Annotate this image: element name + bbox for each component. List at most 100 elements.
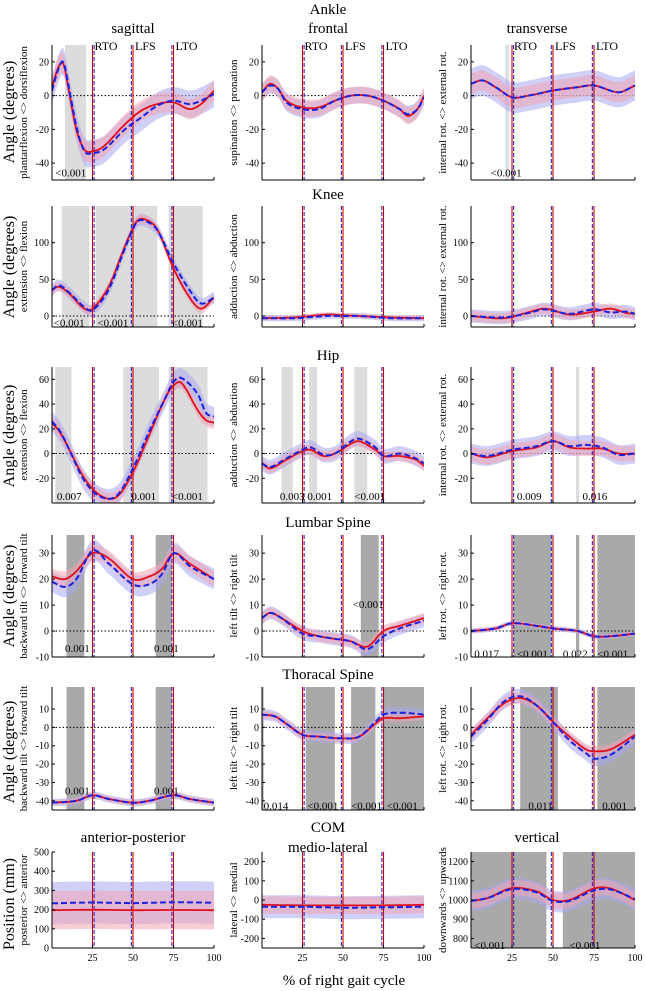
y-tick-label: 30 [249, 549, 259, 560]
y-tick-label: 20 [249, 424, 259, 435]
panel-knee-middle: 0 50 100 adduction <> abduction [228, 206, 425, 328]
significance-shade [308, 367, 318, 503]
p-value-label: <0.001 [517, 648, 548, 660]
panel-plot-area [471, 45, 635, 180]
y-tick-label: -20 [455, 125, 468, 136]
y-tick-label: 0 [463, 312, 468, 323]
column-title-anterior-posterior: anterior-posterior [81, 830, 186, 846]
y-tick-label: -20 [455, 760, 468, 771]
y-tick-label: -10 [36, 653, 49, 664]
y-tick-label: -20 [246, 474, 259, 485]
y-tick-label: 20 [458, 424, 468, 435]
blue-mean-line [471, 622, 635, 638]
significance-shade [383, 687, 424, 810]
blue-mean-line [52, 376, 214, 500]
p-value-label: <0.001 [353, 599, 384, 611]
y-tick-label: -200 [241, 934, 259, 945]
panel-hip-left: -20 0 20 40 60 0.007 0.001 <0.001 extension <> f… [18, 367, 215, 504]
event-label-lto: LTO [596, 39, 618, 53]
panel-plot-area [262, 535, 424, 657]
panel-axis-sublabel: posterior <> anterior [18, 854, 30, 946]
y-tick-label: 40 [249, 400, 259, 411]
y-tick-label: -30 [36, 778, 49, 789]
x-tick-label: 100 [417, 953, 432, 964]
y-tick-label: 50 [458, 275, 468, 286]
y-tick-label: -10 [36, 741, 49, 752]
significance-shade [305, 687, 335, 810]
y-tick-label: 10 [458, 601, 468, 612]
blue-mean-line [471, 887, 635, 903]
x-tick-label: 75 [589, 953, 599, 964]
column-title-transverse: transverse [507, 21, 568, 37]
column-title-frontal: frontal [308, 21, 348, 37]
p-value-label: <0.001 [354, 491, 385, 503]
panel-ankle-middle: -40 -20 0 20 RTO LFS LTO supination <> pronatio… [228, 39, 425, 181]
y-tick-label: 0 [44, 627, 49, 638]
panel-axis-sublabel: downwards <> upwards [437, 847, 449, 953]
panel-axis-sublabel: left tilt <> right tilt [228, 554, 240, 637]
panel-knee-right: 0 50 100 internal rot. <> external rot. [437, 205, 636, 328]
p-value-label: <0.001 [54, 317, 85, 329]
blue-mean-line [52, 218, 214, 312]
event-label-rto: RTO [305, 39, 328, 53]
panel-axis-sublabel: extension <> flexion [18, 220, 30, 312]
y-tick-label: 0 [254, 723, 259, 734]
p-value-label: <0.001 [97, 317, 128, 329]
y-tick-label: -30 [455, 778, 468, 789]
y-tick-label: 40 [458, 400, 468, 411]
panel-thoracal-spine-left: -40 -30 -20 -10 0 10 0.001 0.001 backward tilt <… [18, 686, 215, 811]
x-tick-label: 25 [298, 953, 308, 964]
y-tick-label: -40 [455, 159, 468, 170]
significance-shade [66, 535, 85, 657]
panel-ankle-right: -40 -20 0 20 RTO LFS LTO <0.001 internal rot. <>… [437, 39, 636, 181]
panel-axis-sublabel: backward tilt <> forward tilt [18, 686, 30, 811]
event-label-lto: LTO [386, 39, 408, 53]
x-tick-label: 50 [338, 953, 348, 964]
y-tick-label: 0 [463, 91, 468, 102]
y-tick-label: 0 [254, 312, 259, 323]
x-tick-label: 50 [128, 953, 138, 964]
panel-plot-area [52, 852, 214, 948]
blue-mean-line [262, 84, 424, 116]
ylabel-knee: Angle (degrees) [1, 216, 18, 319]
blue-mean-line [262, 437, 424, 469]
event-label-rto: RTO [95, 39, 118, 53]
blue-mean-line [471, 79, 635, 99]
y-tick-label: 1100 [448, 876, 468, 887]
x-tick-label: 50 [548, 953, 558, 964]
y-tick-label: 10 [39, 705, 49, 716]
p-value-label: <0.001 [307, 800, 338, 812]
blue-mean-line [262, 314, 424, 320]
y-tick-label: 0 [463, 627, 468, 638]
p-value-label: 0.011 [528, 800, 552, 812]
panel-plot-area [52, 535, 214, 657]
x-tick-label: 75 [169, 953, 179, 964]
panel-knee-left: 0 50 100 <0.001 <0.001 <0.001 extension <> fle… [18, 206, 215, 329]
event-label-lfs: LFS [345, 39, 366, 53]
panel-plot-area [52, 206, 214, 327]
panel-axis-sublabel: left rot. <> right rot. [437, 704, 449, 793]
y-tick-label: 0 [44, 723, 49, 734]
significance-shade [281, 367, 293, 503]
y-tick-label: 100 [244, 238, 259, 249]
panel-hip-right: -20 0 20 40 60 0.009 0.016 internal rot. <> ext… [437, 367, 636, 504]
p-value-label: <0.001 [597, 648, 628, 660]
panel-plot-area [471, 535, 635, 657]
red-mean-line [262, 903, 424, 907]
panel-lumbar-spine-middle: -10 0 10 20 30 <0.001 left tilt <> right tilt [228, 535, 425, 664]
y-tick-label: 1200 [448, 857, 468, 868]
significance-shade [262, 687, 264, 810]
significance-shade [66, 687, 85, 810]
red-mean-line [52, 551, 214, 581]
row-title-com: COM [311, 820, 345, 836]
y-tick-label: 200 [34, 905, 49, 916]
y-tick-label: -20 [36, 760, 49, 771]
x-axis-label: % of right gait cycle [283, 973, 406, 989]
panel-lumbar-spine-left: -10 0 10 20 30 0.001 0.001 backward tilt <> for… [18, 533, 215, 664]
ylabel-lumbar-spine: Angle (degrees) [1, 545, 18, 648]
p-value-label: <0.001 [474, 940, 505, 952]
y-tick-label: 50 [249, 275, 259, 286]
column-title-vertical: vertical [515, 830, 560, 846]
